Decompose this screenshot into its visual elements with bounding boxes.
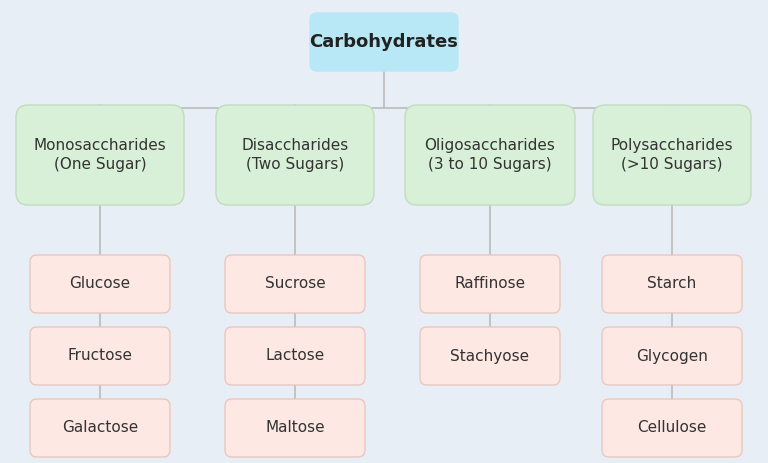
Text: Glycogen: Glycogen [636, 349, 708, 363]
Text: Polysaccharides
(>10 Sugars): Polysaccharides (>10 Sugars) [611, 138, 733, 172]
Text: Disaccharides
(Two Sugars): Disaccharides (Two Sugars) [241, 138, 349, 172]
Text: Maltose: Maltose [265, 420, 325, 436]
FancyBboxPatch shape [225, 255, 365, 313]
Text: Cellulose: Cellulose [637, 420, 707, 436]
Text: Fructose: Fructose [68, 349, 133, 363]
Text: Raffinose: Raffinose [455, 276, 525, 292]
FancyBboxPatch shape [420, 327, 560, 385]
FancyBboxPatch shape [216, 105, 374, 205]
FancyBboxPatch shape [225, 399, 365, 457]
FancyBboxPatch shape [16, 105, 184, 205]
Text: Starch: Starch [647, 276, 697, 292]
Text: Lactose: Lactose [266, 349, 325, 363]
FancyBboxPatch shape [602, 399, 742, 457]
Text: Glucose: Glucose [69, 276, 131, 292]
FancyBboxPatch shape [593, 105, 751, 205]
FancyBboxPatch shape [405, 105, 575, 205]
Text: Stachyose: Stachyose [451, 349, 530, 363]
FancyBboxPatch shape [30, 327, 170, 385]
FancyBboxPatch shape [310, 13, 458, 71]
Text: Galactose: Galactose [62, 420, 138, 436]
FancyBboxPatch shape [420, 255, 560, 313]
Text: Sucrose: Sucrose [265, 276, 326, 292]
FancyBboxPatch shape [602, 255, 742, 313]
Text: Carbohydrates: Carbohydrates [310, 33, 458, 51]
Text: Monosaccharides
(One Sugar): Monosaccharides (One Sugar) [34, 138, 167, 172]
Text: Oligosaccharides
(3 to 10 Sugars): Oligosaccharides (3 to 10 Sugars) [425, 138, 555, 172]
FancyBboxPatch shape [602, 327, 742, 385]
FancyBboxPatch shape [30, 399, 170, 457]
FancyBboxPatch shape [225, 327, 365, 385]
FancyBboxPatch shape [30, 255, 170, 313]
